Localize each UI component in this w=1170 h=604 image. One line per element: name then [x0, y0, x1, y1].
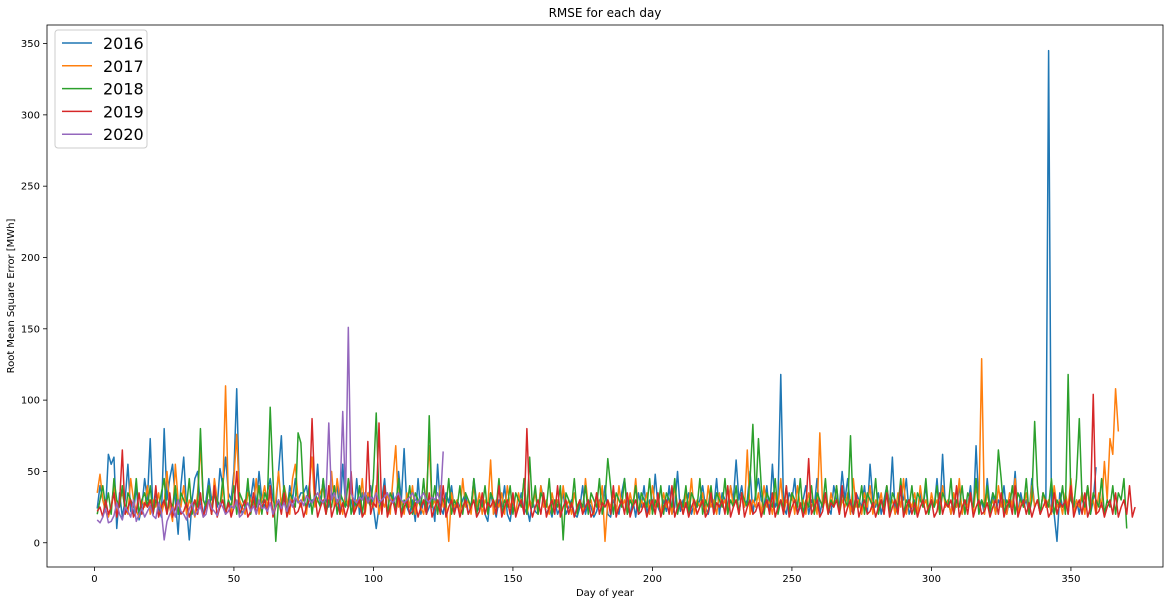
x-axis-label: Day of year	[576, 588, 635, 599]
legend: 2016 2017 2018 2019 2020	[54, 29, 148, 149]
y-tick-label: 0	[34, 538, 40, 549]
x-tick-label: 50	[228, 574, 241, 585]
x-tick-label: 100	[364, 574, 383, 585]
plot-border	[46, 24, 1164, 568]
series-line-2019	[96, 393, 1136, 518]
legend-box	[54, 29, 148, 149]
legend-label-2020: 2020	[103, 125, 144, 144]
x-tick-label: 0	[91, 574, 97, 585]
y-axis-label: Root Mean Square Error [MWh]	[6, 218, 17, 373]
axis-ticks: 0 50 100 150 200 250 300 350 0 50 100 150 200 250 300 3…	[21, 39, 1081, 585]
y-tick-label: 100	[21, 396, 40, 407]
y-tick-label: 300	[21, 110, 40, 121]
y-tick-label: 350	[21, 39, 40, 50]
y-tick-label: 200	[21, 253, 40, 264]
x-tick-label: 350	[1061, 574, 1080, 585]
x-tick-label: 150	[503, 574, 522, 585]
legend-label-2018: 2018	[103, 80, 144, 99]
series-lines	[96, 49, 1136, 543]
legend-label-2017: 2017	[103, 57, 144, 76]
series-line-2020	[96, 326, 444, 541]
x-tick-label: 200	[643, 574, 662, 585]
y-tick-label: 250	[21, 182, 40, 193]
legend-label-2016: 2016	[103, 34, 144, 53]
legend-label-2019: 2019	[103, 102, 144, 121]
x-tick-label: 300	[922, 574, 941, 585]
y-tick-label: 150	[21, 324, 40, 335]
y-tick-label: 50	[27, 467, 40, 478]
chart-title: RMSE for each day	[549, 6, 662, 20]
x-tick-label: 250	[782, 574, 801, 585]
